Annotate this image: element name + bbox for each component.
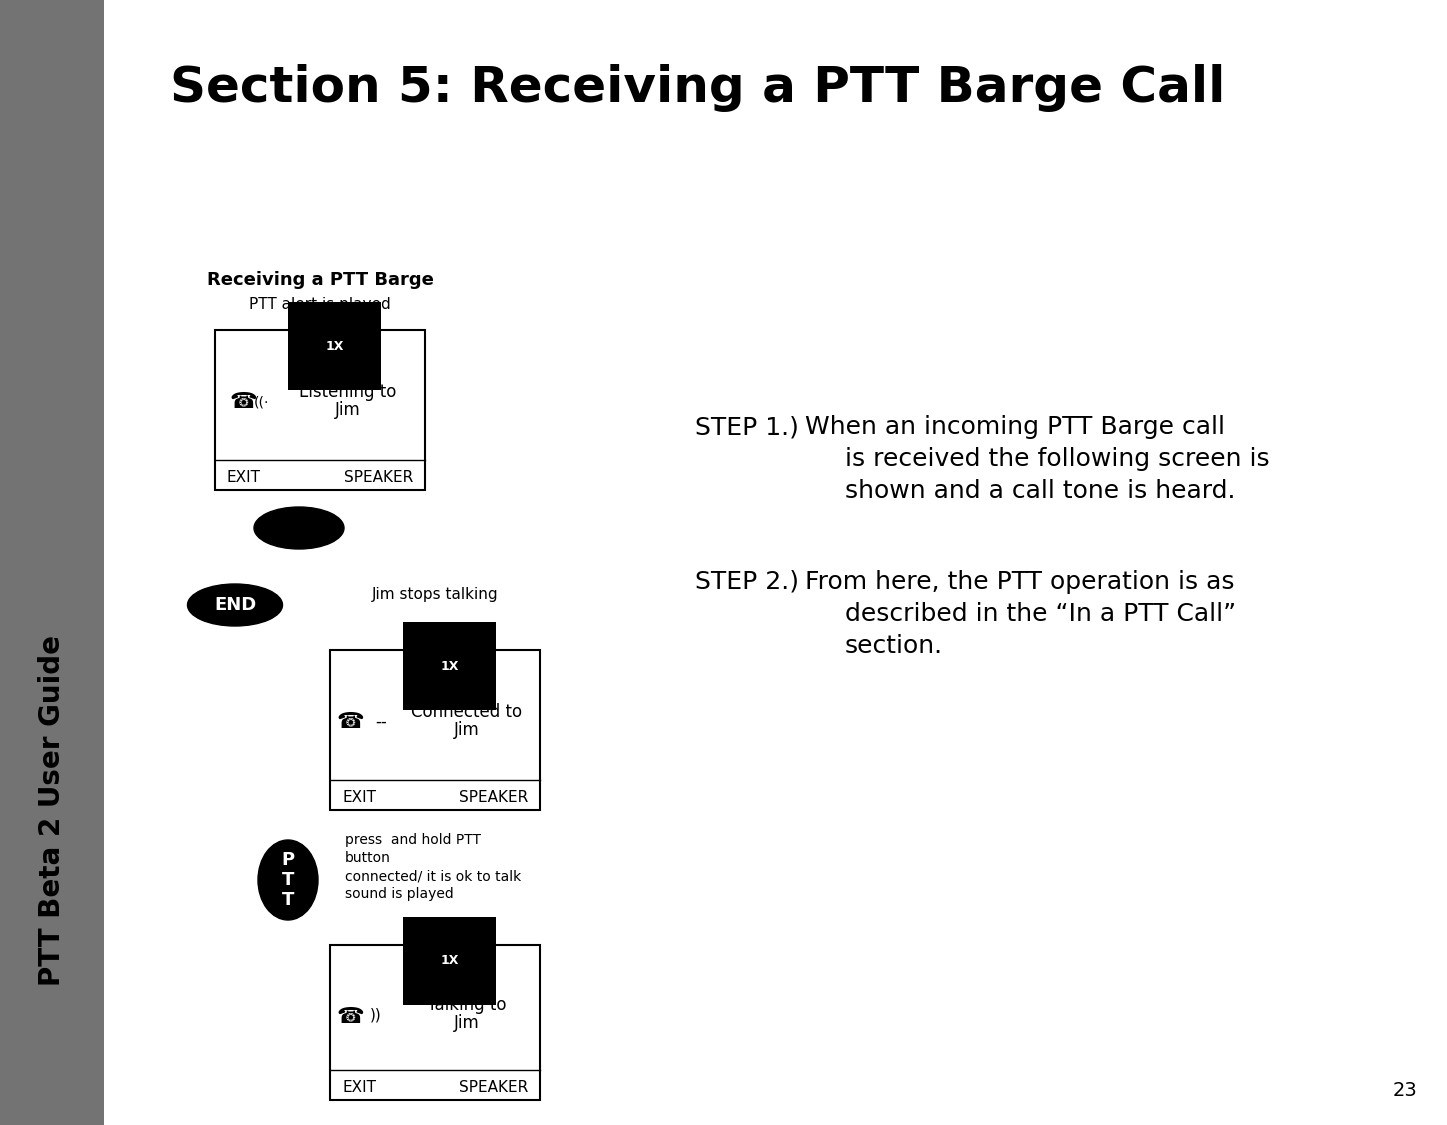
- Text: STEP 2.): STEP 2.): [695, 570, 799, 594]
- Text: connected/ it is ok to talk: connected/ it is ok to talk: [344, 868, 521, 883]
- Text: PTT alert is played: PTT alert is played: [249, 297, 391, 313]
- Text: STEP 1.): STEP 1.): [695, 415, 799, 439]
- FancyBboxPatch shape: [330, 945, 540, 1100]
- Text: Jim: Jim: [453, 721, 479, 739]
- Text: section.: section.: [845, 634, 943, 658]
- Text: EXIT: EXIT: [227, 470, 260, 486]
- Text: EXIT: EXIT: [341, 791, 376, 806]
- Text: EXIT: EXIT: [341, 1080, 376, 1096]
- Text: sound is played: sound is played: [344, 886, 454, 901]
- Text: SPEAKER: SPEAKER: [459, 1080, 528, 1096]
- Text: press  and hold PTT: press and hold PTT: [344, 832, 480, 847]
- Text: shown and a call tone is heard.: shown and a call tone is heard.: [845, 479, 1236, 503]
- Text: ☎: ☎: [336, 1007, 363, 1027]
- Text: SPEAKER: SPEAKER: [459, 791, 528, 806]
- Text: --: --: [375, 713, 386, 731]
- Text: Jim: Jim: [334, 400, 360, 418]
- Text: P: P: [281, 850, 295, 868]
- Text: Receiving a PTT Barge: Receiving a PTT Barge: [207, 271, 434, 289]
- Text: is received the following screen is: is received the following screen is: [845, 447, 1269, 471]
- FancyBboxPatch shape: [330, 650, 540, 810]
- Text: 1X: 1X: [440, 659, 459, 673]
- Text: From here, the PTT operation is as: From here, the PTT operation is as: [805, 570, 1234, 594]
- Text: T: T: [282, 891, 294, 909]
- Text: T: T: [282, 871, 294, 889]
- Text: END: END: [214, 596, 256, 614]
- Text: 1X: 1X: [326, 340, 344, 352]
- Text: Listening to: Listening to: [298, 382, 396, 400]
- Text: button: button: [344, 850, 391, 865]
- Text: PTT Beta 2 User Guide: PTT Beta 2 User Guide: [38, 634, 67, 986]
- Text: ☎: ☎: [336, 712, 363, 732]
- Ellipse shape: [258, 840, 318, 920]
- Text: )): )): [370, 1008, 382, 1023]
- Text: Jim stops talking: Jim stops talking: [372, 586, 498, 602]
- Text: described in the “In a PTT Call”: described in the “In a PTT Call”: [845, 602, 1236, 626]
- Text: Section 5: Receiving a PTT Barge Call: Section 5: Receiving a PTT Barge Call: [169, 64, 1226, 112]
- Text: Talking to: Talking to: [427, 996, 506, 1014]
- Bar: [0, 0, 104, 1125]
- Text: SPEAKER: SPEAKER: [344, 470, 412, 486]
- Text: 1X: 1X: [440, 954, 459, 968]
- Text: ☎: ☎: [229, 392, 258, 412]
- Text: ((·: ((·: [253, 395, 269, 410]
- Text: When an incoming PTT Barge call: When an incoming PTT Barge call: [805, 415, 1226, 439]
- Text: 23: 23: [1392, 1081, 1417, 1100]
- Ellipse shape: [255, 507, 344, 549]
- Text: Connected to: Connected to: [411, 703, 522, 721]
- FancyBboxPatch shape: [216, 330, 425, 490]
- Ellipse shape: [188, 584, 282, 626]
- Text: Jim: Jim: [453, 1014, 479, 1032]
